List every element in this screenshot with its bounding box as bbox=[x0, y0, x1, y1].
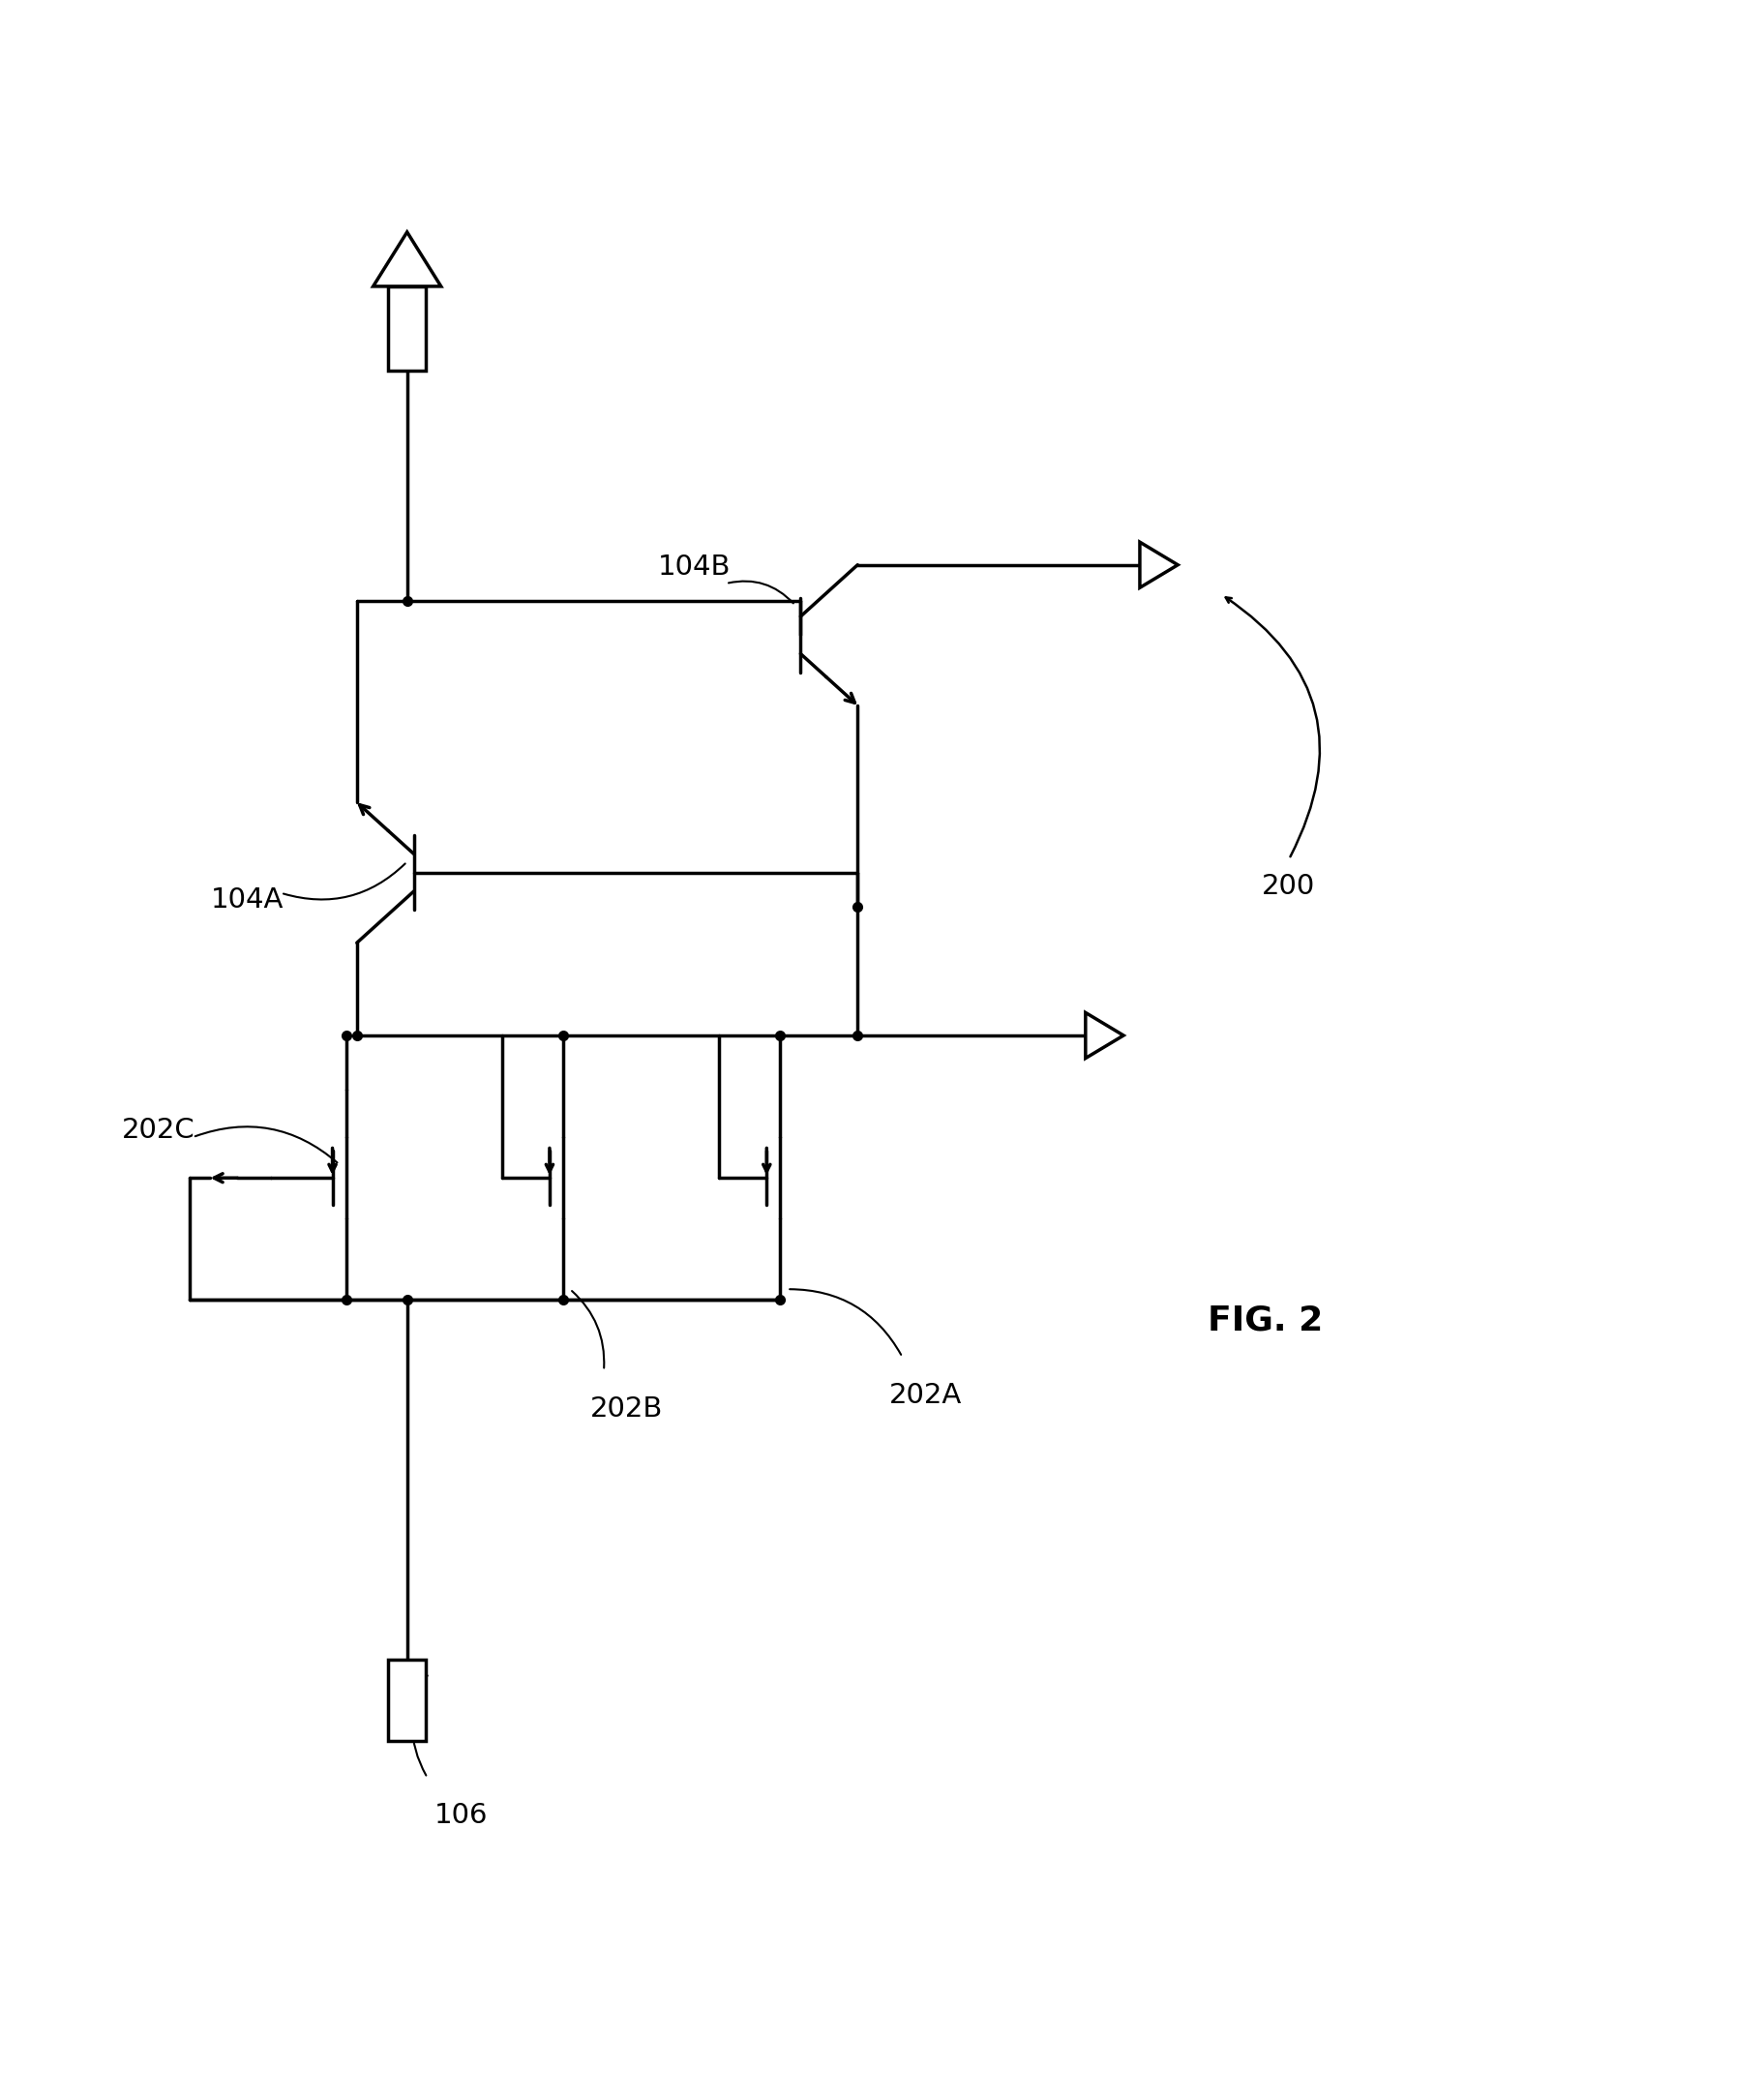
Bar bbox=[388, 285, 427, 371]
Text: 104B: 104B bbox=[658, 554, 730, 581]
Text: 202B: 202B bbox=[591, 1395, 663, 1422]
Polygon shape bbox=[1085, 1013, 1124, 1057]
Polygon shape bbox=[1140, 541, 1178, 587]
Polygon shape bbox=[374, 233, 441, 285]
Bar bbox=[388, 1660, 427, 1741]
Text: FIG. 2: FIG. 2 bbox=[1208, 1305, 1323, 1336]
Text: 202C: 202C bbox=[122, 1116, 196, 1143]
Text: 200: 200 bbox=[1261, 873, 1316, 900]
Text: 106: 106 bbox=[434, 1802, 489, 1829]
Text: 104A: 104A bbox=[210, 885, 284, 913]
Text: 202A: 202A bbox=[889, 1380, 961, 1408]
